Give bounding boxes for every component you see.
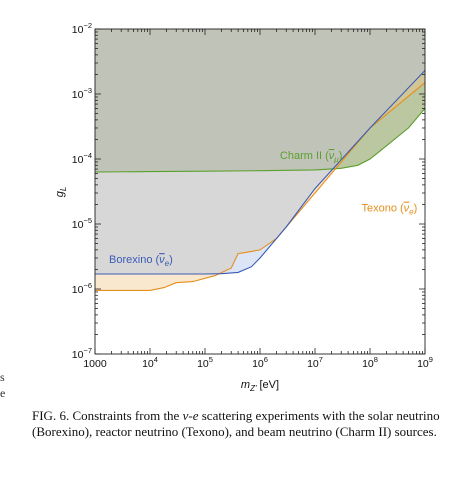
tick-labels: 1000 104 105 106 107 108 109 10−7 10−6 10−5 10−4 10…: [72, 21, 433, 370]
x-tick-label: 104: [142, 355, 158, 370]
axis-ticks: [94, 28, 426, 355]
x-tick-label: 1000: [83, 358, 107, 370]
texono-label: Texono (νe): [361, 203, 417, 217]
y-axis-label: gL: [54, 187, 68, 198]
x-tick-label: 105: [197, 355, 213, 370]
exclusion-regions: [95, 29, 425, 291]
y-tick-label: 10−3: [72, 86, 92, 101]
texono-region: [95, 29, 425, 291]
y-tick-label: 10−6: [72, 281, 92, 296]
x-tick-label: 107: [307, 355, 323, 370]
texono-curve: [95, 82, 425, 291]
borexino-region: [95, 29, 425, 274]
exclusion-curves: [95, 70, 425, 291]
x-tick-label: 108: [362, 355, 378, 370]
charm-ii-region: [95, 29, 425, 172]
margin-fragment: s: [0, 370, 5, 384]
y-tick-label: 10−5: [72, 216, 92, 231]
series-labels: Charm II (νμ) Texono (νe) Borexino (νe): [109, 150, 417, 268]
y-tick-label: 10−7: [72, 346, 92, 361]
borexino-label: Borexino (νe): [109, 254, 173, 268]
x-tick-label: 109: [417, 355, 433, 370]
y-tick-label: 10−2: [72, 21, 92, 36]
x-axis-label: mZ' [eV]: [241, 379, 279, 393]
constraint-plot: 1000 104 105 106 107 108 109 10−7 10−6 10−5 10−4 10…: [54, 21, 433, 393]
borexino-curve: [95, 70, 425, 275]
y-tick-label: 10−4: [72, 151, 92, 166]
charm-ii-label: Charm II (νμ): [280, 150, 342, 164]
figure-caption: FIG. 6. Constraints from the ν-e scatter…: [32, 408, 440, 439]
charm-ii-curve: [95, 108, 425, 173]
margin-fragment: e: [0, 386, 6, 400]
x-tick-label: 106: [252, 355, 268, 370]
